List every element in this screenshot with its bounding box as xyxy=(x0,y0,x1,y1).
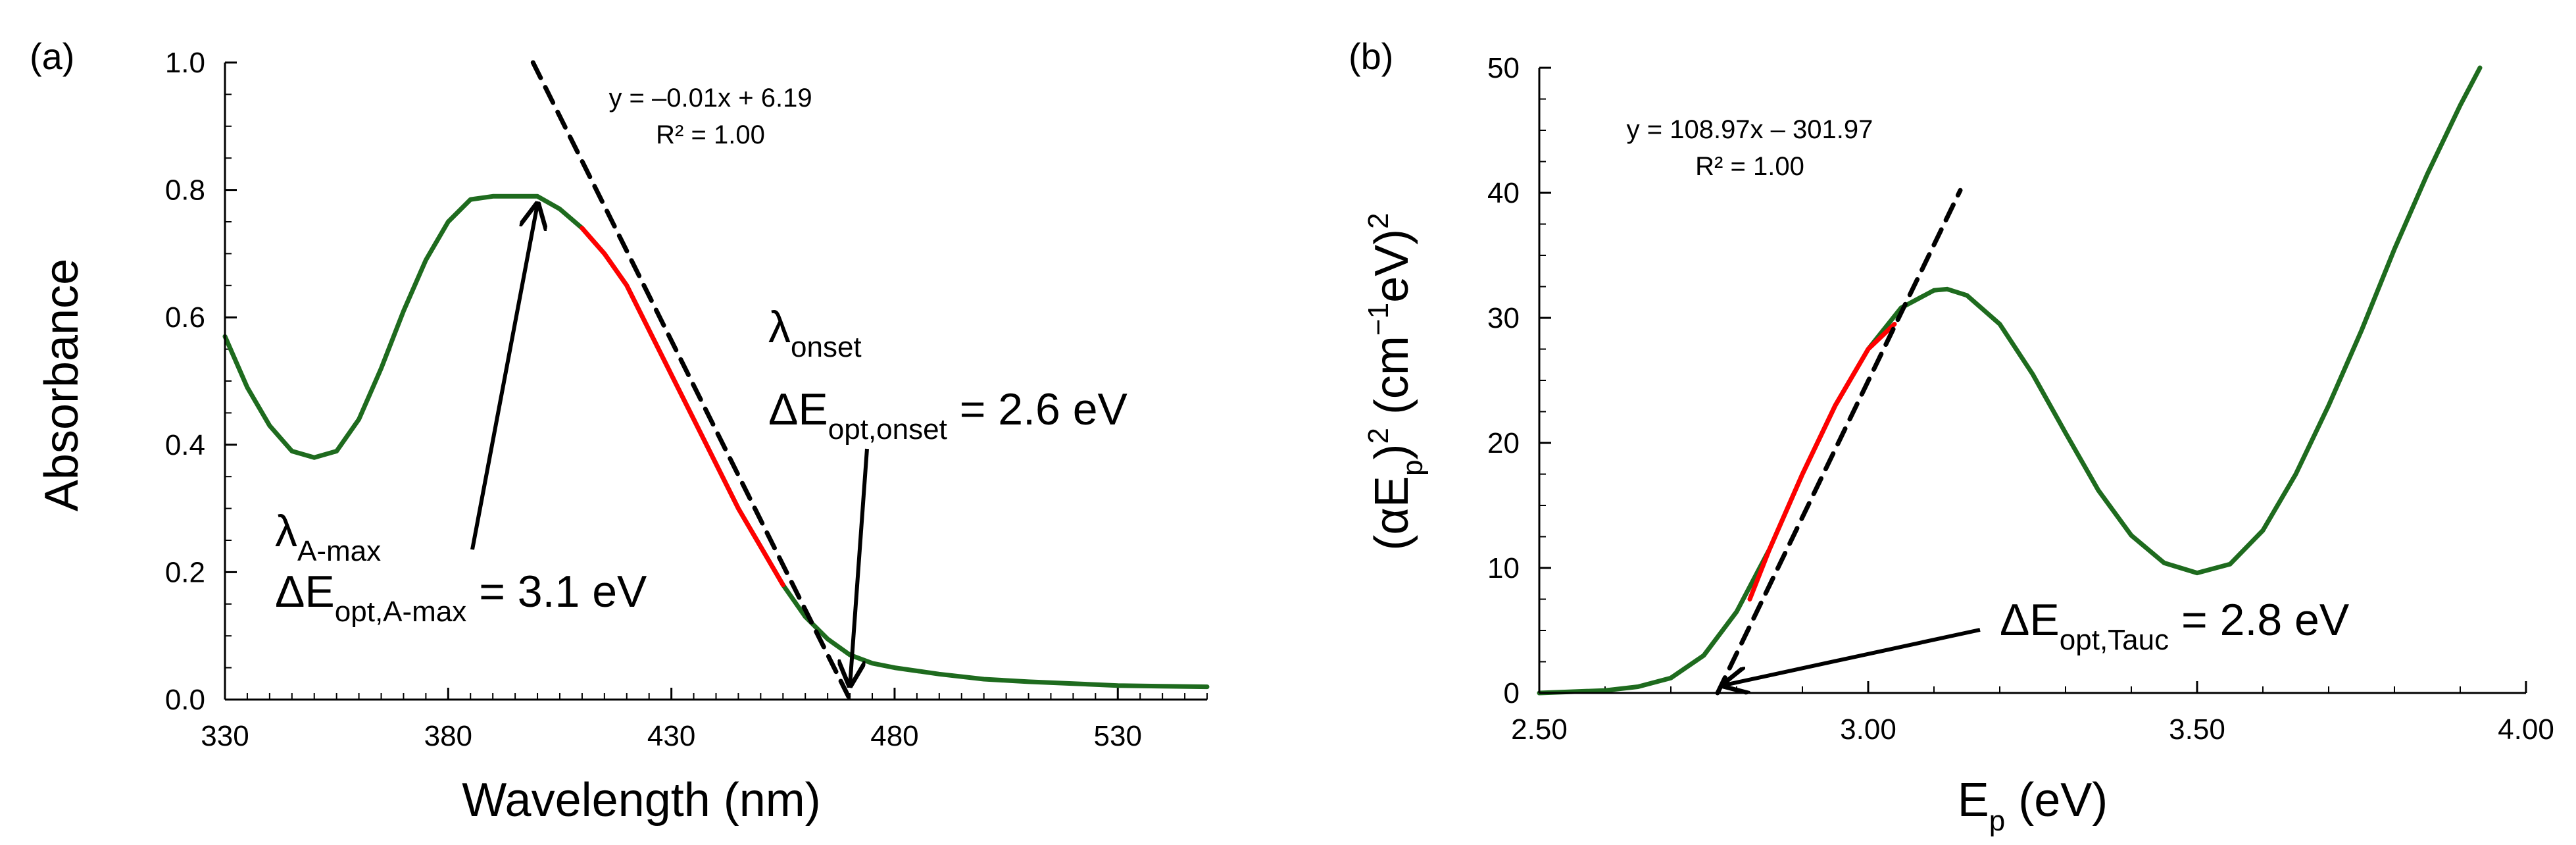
panel-a-y-tick-label: 0.6 xyxy=(165,301,205,334)
panel-b-fit-equation: y = 108.97x – 301.97 xyxy=(1627,115,1873,144)
panel-b-y-axis-label: (αEp)2 (cm−1eV)2 xyxy=(1362,213,1429,550)
panel-b-chart: (b) 0 10 20 30 40 50 2.50 3.00 3.50 4.00 (αEp)2 (… xyxy=(1349,36,2554,837)
panel-b-y-tick-label: 20 xyxy=(1487,427,1520,459)
panel-a-y-tick-label: 1.0 xyxy=(165,47,205,79)
panel-b-x-tick-label: 4.00 xyxy=(2498,713,2554,746)
panel-b-x-tick-label: 3.00 xyxy=(1840,713,1896,746)
panel-b-series-fitted-region xyxy=(1747,322,1897,602)
panel-a-x-axis-label: Wavelength (nm) xyxy=(462,774,821,827)
panel-b-fit-r2: R² = 1.00 xyxy=(1695,152,1804,181)
panel-a-fit-r2: R² = 1.00 xyxy=(656,120,765,149)
panel-a-onset-delta: ΔEopt,onset = 2.6 eV xyxy=(768,384,1128,446)
panel-a-onset-lambda: λonset xyxy=(768,302,862,363)
panel-b-x-tick-label: 2.50 xyxy=(1511,713,1568,746)
panel-a-label: (a) xyxy=(30,36,74,77)
panel-a-y-axis-label: Absorbance xyxy=(36,259,88,511)
panel-a-series xyxy=(222,60,1210,702)
panel-a-y-tick-label: 0.2 xyxy=(165,556,205,588)
panel-a-y-tick-label: 0.0 xyxy=(165,684,205,716)
panel-b-y-tick-label: 10 xyxy=(1487,552,1520,584)
panel-b-label: (b) xyxy=(1349,36,1393,77)
panel-b-y-tick-label: 30 xyxy=(1487,302,1520,334)
panel-a-x-tick-label: 330 xyxy=(201,720,249,752)
panel-b-series-linear-fit xyxy=(1715,188,1963,696)
panel-a-x-tick-label: 430 xyxy=(647,720,695,752)
panel-a-y-tick-label: 0.8 xyxy=(165,174,205,207)
panel-a-amax-delta: ΔEopt,A-max = 3.1 eV xyxy=(275,567,647,628)
panel-a-series-fitted-region xyxy=(580,226,785,588)
panel-a-amax-arrow xyxy=(470,204,537,550)
panel-a-x-tick-label: 530 xyxy=(1094,720,1142,752)
panel-b-series-Tauc-plot xyxy=(1537,65,2483,696)
panel-a-x-tick-label: 480 xyxy=(870,720,918,752)
panel-b-series xyxy=(1537,65,2483,696)
panel-a-series-linear-fit xyxy=(530,60,853,702)
panel-a-chart: (a) 0.0 0.2 0.4 0.6 0.8 1.0 330 380 430 480 530 Ab… xyxy=(30,36,1210,827)
panel-a-ticks: 0.0 0.2 0.4 0.6 0.8 1.0 330 380 430 480 530 xyxy=(165,47,1208,752)
panel-b-y-tick-label: 0 xyxy=(1504,677,1520,709)
panel-a-amax-lambda: λA-max xyxy=(275,506,381,567)
panel-b-tauc-arrow xyxy=(1723,628,1981,685)
panel-b-x-axis-label: Ep (eV) xyxy=(1958,774,2108,837)
panel-a-onset-arrow xyxy=(850,448,869,685)
panel-a-fit-equation: y = –0.01x + 6.19 xyxy=(608,84,812,113)
panel-b-y-tick-label: 50 xyxy=(1487,52,1520,84)
panel-b-x-tick-label: 3.50 xyxy=(2169,713,2225,746)
panel-a-y-tick-label: 0.4 xyxy=(165,429,205,461)
panel-b-tauc-delta: ΔEopt,Tauc = 2.8 eV xyxy=(2000,595,2350,656)
panel-a-x-tick-label: 380 xyxy=(424,720,472,752)
panel-b-y-tick-label: 40 xyxy=(1487,177,1520,209)
